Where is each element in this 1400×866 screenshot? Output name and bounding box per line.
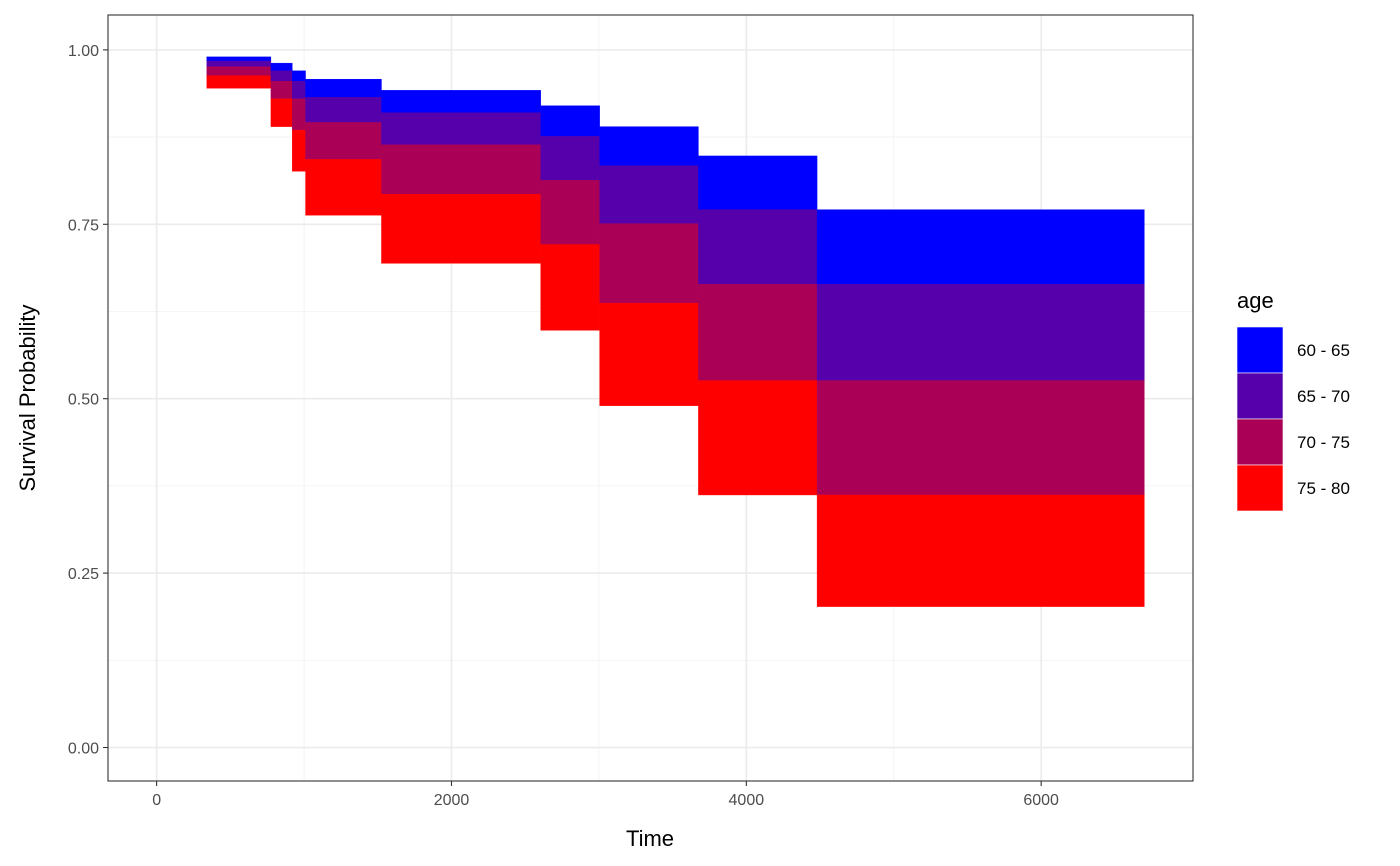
- band-65-70: [816, 284, 1145, 381]
- band-70-75: [698, 284, 818, 381]
- band-75-80: [270, 98, 293, 127]
- y-tick-label: 0.25: [68, 566, 99, 583]
- band-70-75: [540, 180, 600, 245]
- band-70-75: [599, 223, 699, 304]
- legend-key: [1236, 418, 1284, 466]
- band-70-75: [381, 144, 541, 195]
- band-60-65: [698, 155, 818, 210]
- panel-border: [107, 14, 1194, 782]
- band-70-75: [305, 122, 382, 160]
- band-60-65: [540, 105, 600, 137]
- band-60-65: [270, 62, 293, 72]
- band-75-80: [305, 159, 382, 216]
- band-75-80: [816, 494, 1145, 607]
- y-axis: 0.00 0.25 0.50 0.75 1.00: [68, 43, 108, 758]
- band-60-65: [599, 126, 699, 166]
- band-60-65: [816, 209, 1145, 285]
- y-tick-label: 0.50: [68, 392, 99, 409]
- band-70-75: [292, 98, 306, 131]
- x-axis: 0 2000 4000 6000: [152, 781, 1059, 809]
- y-tick-label: 0.00: [68, 741, 99, 758]
- legend-title: age: [1237, 288, 1274, 313]
- legend-key: [1236, 464, 1284, 512]
- band-60-65: [292, 70, 306, 82]
- band-65-70: [270, 70, 293, 82]
- band-65-70: [292, 81, 306, 99]
- x-tick-label: 2000: [434, 792, 470, 809]
- band-65-70: [540, 136, 600, 181]
- band-65-70: [599, 165, 699, 224]
- band-75-80: [599, 302, 699, 406]
- band-70-75: [206, 66, 272, 76]
- y-axis-title: Survival Probability: [15, 304, 40, 491]
- band-60-65: [206, 56, 272, 62]
- band-75-80: [540, 244, 600, 331]
- legend-label: 70 - 75: [1297, 433, 1350, 452]
- x-axis-title: Time: [626, 826, 674, 851]
- band-75-80: [381, 194, 541, 264]
- y-tick-label: 1.00: [68, 43, 99, 60]
- y-tick-label: 0.75: [68, 217, 99, 234]
- legend-label: 75 - 80: [1297, 479, 1350, 498]
- survival-bands: [206, 56, 1145, 607]
- band-70-75: [816, 380, 1145, 496]
- band-75-80: [698, 380, 818, 496]
- band-60-65: [305, 78, 382, 98]
- band-65-70: [305, 97, 382, 123]
- legend-label: 65 - 70: [1297, 387, 1350, 406]
- legend-key: [1236, 326, 1284, 374]
- band-65-70: [381, 112, 541, 145]
- band-60-65: [381, 90, 541, 113]
- legend: age 60 - 65 65 - 70 70 - 75 75 - 80: [1236, 288, 1350, 512]
- band-75-80: [206, 75, 272, 89]
- x-tick-label: 0: [152, 792, 161, 809]
- band-70-75: [270, 81, 293, 99]
- legend-label: 60 - 65: [1297, 341, 1350, 360]
- x-tick-label: 6000: [1023, 792, 1059, 809]
- legend-key: [1236, 372, 1284, 420]
- x-tick-label: 4000: [729, 792, 765, 809]
- band-75-80: [292, 129, 306, 172]
- band-65-70: [698, 209, 818, 285]
- band-65-70: [206, 60, 272, 67]
